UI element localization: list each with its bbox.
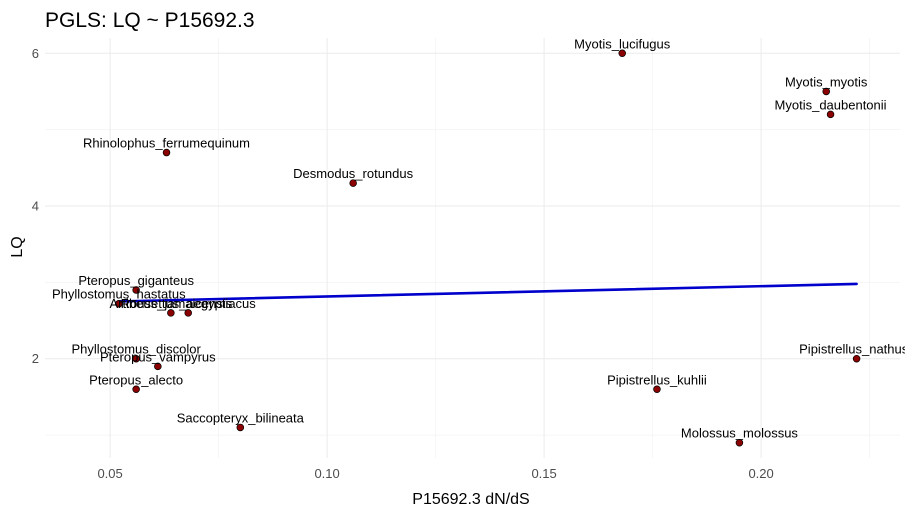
- y-axis-ticks: 2 4 6: [32, 46, 39, 366]
- x-axis-ticks: 0.05 0.10 0.15 0.20: [97, 466, 773, 481]
- point-label: Phyllostomus_hastatus: [52, 287, 186, 302]
- y-tick-label: 4: [32, 199, 39, 214]
- point-label: Myotis_lucifugus: [574, 36, 671, 51]
- regression-line: [117, 282, 858, 303]
- y-tick-label: 6: [32, 46, 39, 61]
- x-tick-label: 0.10: [314, 466, 339, 481]
- data-point: [826, 110, 835, 119]
- regression-line-group: [117, 282, 858, 303]
- point-label: Phyllostomus_discolor: [71, 342, 201, 357]
- point-label: Myotis_daubentonii: [775, 97, 887, 112]
- y-axis-title: LQ: [9, 236, 26, 257]
- point-label: Pipistrellus_nathusii: [799, 342, 905, 357]
- point-label: Pipistrellus_kuhlii: [607, 372, 707, 387]
- data-point: [115, 299, 123, 308]
- data-point: [132, 385, 140, 394]
- point-labels-group: Myotis_lucifugus Myotis_myotis Myotis_daub…: [52, 36, 905, 440]
- chart-title: PGLS: LQ ~ P15692.3: [45, 9, 255, 32]
- point-label: Rousettus_aegyptiacus: [121, 296, 257, 311]
- data-point: [735, 438, 744, 447]
- data-point: [162, 148, 171, 157]
- point-label: Pteropus_vampyrus: [100, 349, 216, 364]
- x-tick-label: 0.05: [97, 466, 122, 481]
- data-point: [822, 87, 830, 96]
- data-point: [236, 423, 245, 432]
- point-label: Myotis_myotis: [785, 74, 868, 89]
- x-tick-label: 0.20: [748, 466, 773, 481]
- data-point: [132, 286, 140, 294]
- point-label: Pteropus_giganteus: [78, 273, 194, 288]
- data-point: [132, 354, 140, 363]
- data-point: [184, 309, 192, 317]
- x-axis-title: P15692.3 dN/dS: [412, 491, 529, 508]
- data-point: [653, 385, 661, 394]
- y-tick-label: 2: [32, 351, 39, 366]
- point-label: Saccopteryx_bilineata: [177, 410, 305, 425]
- point-label: Pteropus_alecto: [89, 372, 183, 387]
- data-point: [154, 362, 162, 371]
- data-point: [618, 49, 626, 58]
- points-group: [115, 49, 861, 447]
- data-point: [167, 309, 175, 317]
- x-tick-label: 0.15: [531, 466, 556, 481]
- data-point: [349, 179, 357, 187]
- data-point: [852, 354, 861, 363]
- grid: [45, 38, 900, 458]
- point-label: Molossus_molossus: [681, 426, 799, 441]
- point-label: Rhinolophus_ferrumequinum: [83, 136, 250, 151]
- point-label: Artibeus_jamaicensis: [109, 296, 232, 311]
- point-label: Desmodus_rotundus: [293, 166, 413, 181]
